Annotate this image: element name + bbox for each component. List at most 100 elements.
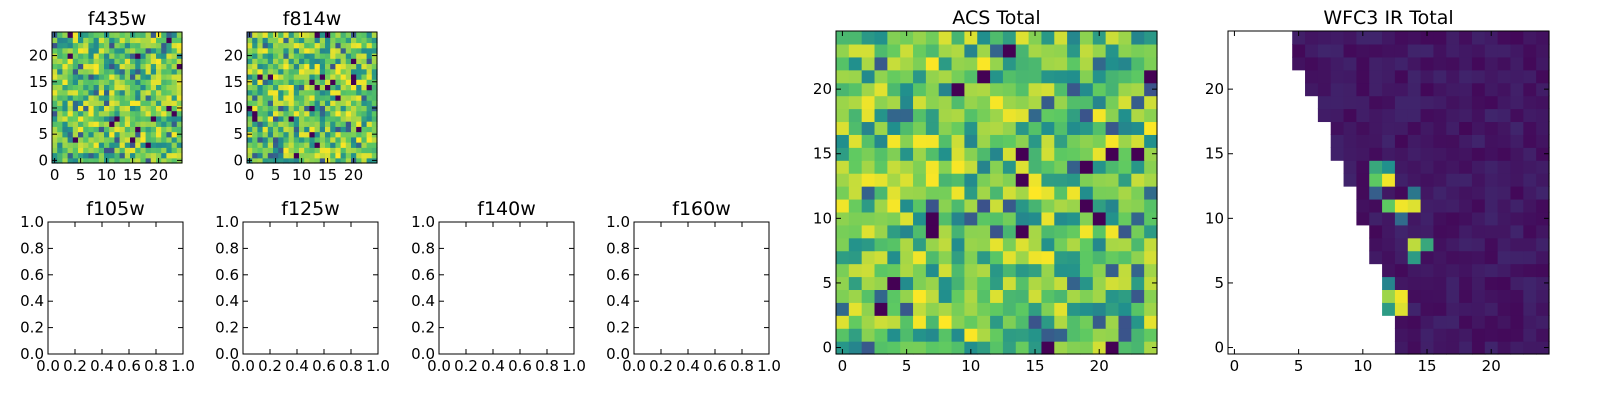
heatmap-cell (1394, 147, 1409, 161)
heatmap-cell (1420, 211, 1435, 226)
heatmap-cell (335, 37, 342, 44)
heatmap-cell (1118, 31, 1132, 45)
y-tick-label: 1.0 (20, 213, 44, 231)
heatmap-cell (1510, 108, 1524, 123)
heatmap-cell (1420, 224, 1435, 239)
heatmap-cell (124, 152, 131, 159)
heatmap-cell (1118, 276, 1132, 290)
heatmap-cell (135, 131, 141, 138)
heatmap-cell (1144, 82, 1158, 97)
heatmap-cell (309, 52, 316, 59)
y-tick-label: 15 (224, 73, 243, 91)
heatmap-cell (356, 110, 362, 117)
heatmap-cell (356, 32, 362, 38)
heatmap-cell (124, 79, 131, 85)
heatmap-cell (1292, 43, 1306, 58)
heatmap-cell (156, 42, 162, 49)
heatmap-cell (1394, 56, 1409, 71)
heatmap-cell (98, 68, 105, 75)
heatmap-cell (990, 263, 1004, 278)
heatmap-cell (1105, 186, 1120, 200)
heatmap-cell (140, 73, 147, 80)
x-tick-label: 0.4 (481, 357, 505, 375)
heatmap-cell (1131, 315, 1145, 329)
heatmap-cell (366, 32, 373, 38)
heatmap-cell (1382, 186, 1396, 200)
heatmap-cell (925, 186, 940, 200)
heatmap-cell (848, 211, 863, 226)
heatmap-cell (335, 110, 342, 117)
heatmap-cell (140, 68, 147, 75)
heatmap-cell (1471, 69, 1486, 84)
heatmap-cell (874, 160, 888, 174)
heatmap-cell (1015, 211, 1030, 226)
heatmap-cell (1041, 134, 1055, 148)
heatmap-cell (990, 121, 1004, 135)
heatmap-cell (371, 63, 378, 70)
heatmap-cell (356, 115, 362, 122)
heatmap-cell (83, 73, 89, 80)
heatmap-cell (67, 42, 74, 49)
heatmap-cell (104, 68, 110, 75)
heatmap-cell (72, 94, 79, 101)
heatmap-cell (1433, 95, 1447, 110)
heatmap-cell (93, 131, 100, 138)
heatmap-cell (252, 58, 258, 65)
heatmap-cell (283, 63, 290, 70)
heatmap-cell (62, 157, 69, 164)
heatmap-cell (93, 73, 100, 80)
heatmap-cell (98, 47, 105, 54)
heatmap-cell (366, 42, 373, 49)
heatmap-cell (325, 42, 331, 49)
heatmap-cell (1343, 56, 1357, 71)
heatmap-cell (1041, 56, 1055, 71)
heatmap-cell (283, 126, 290, 133)
heatmap-cell (176, 32, 183, 38)
heatmap-cell (1054, 95, 1068, 110)
heatmap-cell (57, 110, 63, 117)
heatmap-cell (1015, 56, 1030, 71)
heatmap-cell (114, 94, 121, 101)
heatmap-cell (1407, 121, 1422, 135)
heatmap-cell (1079, 56, 1094, 71)
heatmap-cell (145, 131, 152, 138)
heatmap-cell (145, 52, 152, 59)
heatmap-cell (361, 136, 368, 143)
x-tick-label: 0.6 (703, 357, 727, 375)
heatmap-cell (1131, 186, 1145, 200)
heatmap-cell (1420, 82, 1435, 97)
heatmap-cell (150, 147, 157, 154)
heatmap-cell (366, 100, 373, 106)
heatmap-cell (161, 110, 167, 117)
heatmap-cell (1002, 276, 1017, 290)
heatmap-cell (145, 63, 152, 70)
heatmap-cell (951, 237, 965, 252)
heatmap-cell (964, 69, 978, 84)
heatmap-cell (109, 131, 115, 138)
heatmap-cell (1523, 173, 1537, 187)
heatmap-cell (848, 250, 863, 265)
heatmap-cell (247, 142, 253, 148)
heatmap-cell (325, 110, 331, 117)
heatmap-cell (1028, 186, 1043, 200)
heatmap-cell (1536, 328, 1550, 342)
heatmap-cell (1394, 108, 1409, 123)
heatmap-cell (98, 152, 105, 159)
heatmap-cell (104, 105, 110, 112)
heatmap-cell (345, 84, 352, 91)
heatmap-cell (176, 89, 183, 96)
heatmap-cell (1407, 31, 1422, 45)
heatmap-cell (1054, 224, 1068, 239)
heatmap-cell (130, 68, 136, 75)
heatmap-cell (135, 32, 141, 38)
heatmap-cell (371, 73, 378, 80)
heatmap-cell (1118, 198, 1132, 213)
heatmap-cell (1118, 302, 1132, 316)
heatmap-cell (1382, 289, 1396, 303)
heatmap-cell (330, 89, 336, 96)
heatmap-cell (1356, 69, 1370, 84)
heatmap-cell (119, 47, 126, 54)
heatmap-cell (1510, 43, 1524, 58)
heatmap-cell (278, 47, 284, 54)
heatmap-cell (72, 42, 79, 49)
